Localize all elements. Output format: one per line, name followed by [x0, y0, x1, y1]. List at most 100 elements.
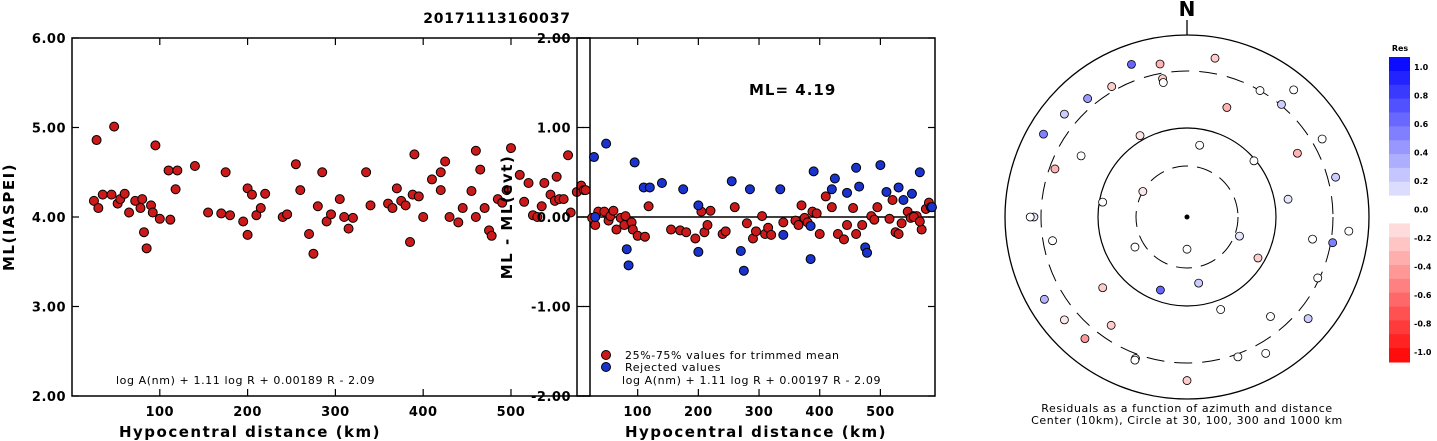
azimuth-point	[1253, 253, 1263, 263]
left-point	[321, 216, 332, 227]
left-point	[339, 212, 350, 222]
colorbar-cell	[1389, 348, 1410, 363]
mid-point	[872, 202, 883, 213]
left-point	[505, 143, 516, 154]
azimuth-point	[1210, 53, 1220, 63]
mid-point	[914, 216, 925, 227]
colorbar-title: Res	[1392, 44, 1409, 53]
colorbar-cell	[1389, 195, 1410, 210]
mid-point	[702, 220, 713, 231]
mid-point	[693, 246, 704, 257]
left-point	[418, 212, 429, 222]
azimuth-point	[1050, 164, 1060, 174]
mid-point	[666, 224, 677, 235]
azimuth-point	[1293, 148, 1302, 158]
azimuth-point	[1059, 315, 1069, 325]
azimuth-point	[1255, 86, 1265, 95]
left-point	[426, 174, 437, 185]
left-x-ticks: 100 200 300 400 500	[145, 38, 525, 420]
left-point	[97, 189, 108, 200]
left-point	[361, 167, 372, 178]
mid-point	[778, 217, 789, 228]
azimuth-point	[1277, 100, 1286, 109]
mid-point	[757, 211, 768, 222]
left-point	[453, 217, 464, 228]
left-point	[326, 209, 336, 220]
left-xtick-label: 200	[233, 405, 262, 420]
azimuth-point	[1182, 244, 1192, 254]
center-dot	[1184, 214, 1190, 220]
left-point	[246, 189, 257, 200]
colorbar-cell	[1389, 98, 1410, 113]
colorbar-label: -0.6	[1414, 291, 1432, 300]
azimuth-point	[1344, 226, 1354, 236]
left-point	[124, 207, 135, 218]
mid-x-axis-label: Hypocentral distance (km)	[625, 423, 887, 441]
mid-xtick-label: 100	[623, 405, 652, 420]
mid-point	[854, 181, 865, 192]
left-point	[514, 169, 525, 180]
mid-point	[720, 226, 731, 237]
mid-point	[887, 194, 898, 205]
azimuth-point	[1039, 294, 1049, 304]
left-xtick-label: 100	[145, 405, 174, 420]
legend-blue-marker	[601, 362, 611, 372]
mid-point	[621, 244, 632, 255]
azimuth-point	[1233, 352, 1243, 362]
azimuth-point	[1303, 314, 1313, 324]
azimuth-point	[1308, 234, 1317, 244]
colorbar-label: 0.4	[1414, 149, 1429, 158]
left-point	[109, 121, 120, 132]
colorbar-label: -1.0	[1414, 348, 1432, 357]
left-point	[251, 210, 262, 221]
azimuth-point	[1130, 242, 1140, 252]
mid-point	[842, 187, 853, 198]
mid-point	[842, 220, 853, 231]
left-point	[295, 185, 306, 196]
left-formula: log A(nm) + 1.11 log R + 0.00189 R - 2.0…	[116, 374, 375, 387]
mid-point	[862, 247, 873, 258]
azimuth-point	[1317, 134, 1327, 144]
colorbar-cell	[1389, 140, 1410, 155]
mid-xtick-label: 400	[805, 405, 834, 420]
left-point	[88, 195, 99, 206]
mid-point	[916, 224, 927, 235]
left-point	[523, 177, 534, 188]
left-point	[539, 177, 550, 188]
mid-point	[644, 182, 655, 193]
left-point	[486, 230, 497, 241]
left-point	[563, 150, 574, 161]
mid-point	[869, 214, 880, 225]
mid-point	[693, 200, 704, 211]
ml-value-label: ML= 4.19	[749, 81, 836, 99]
colorbar-cell	[1389, 334, 1410, 349]
left-ytick-label: 3.00	[32, 301, 66, 316]
mid-xtick-label: 300	[745, 405, 774, 420]
colorbar-label: 0.8	[1414, 92, 1429, 101]
left-point	[189, 160, 200, 171]
colorbar-cell	[1389, 57, 1410, 72]
colorbar-cell	[1389, 70, 1410, 86]
mid-point	[826, 184, 837, 195]
left-point	[138, 227, 149, 238]
mid-xtick-label: 500	[866, 405, 895, 420]
left-point	[165, 214, 176, 225]
left-ytick-label: 4.00	[32, 211, 66, 226]
left-point	[242, 229, 253, 240]
azimuth-caption-1: Residuals as a function of azimuth and d…	[1041, 402, 1332, 415]
mid-point	[656, 177, 667, 188]
left-point	[343, 223, 354, 234]
left-point	[147, 207, 158, 218]
mid-x-ticks: 100 200 300 400 500	[623, 38, 894, 420]
mid-point	[926, 202, 937, 213]
mid-point	[796, 200, 807, 211]
azimuth-point	[1098, 197, 1108, 207]
left-point	[405, 237, 416, 248]
colorbar-cell	[1389, 167, 1410, 183]
left-point	[435, 167, 446, 178]
mid-point	[623, 260, 634, 271]
azimuth-point	[1076, 151, 1086, 161]
colorbar-cell	[1389, 264, 1410, 280]
azimuth-caption-2: Center (10km), Circle at 30, 100, 300 an…	[1031, 414, 1343, 427]
residual-colorbar: Res 1.0 0.8 0.6 0.4 0.2 0.0 -0.2 -0.4 -0.6 -0.8 -1…	[1389, 44, 1432, 363]
